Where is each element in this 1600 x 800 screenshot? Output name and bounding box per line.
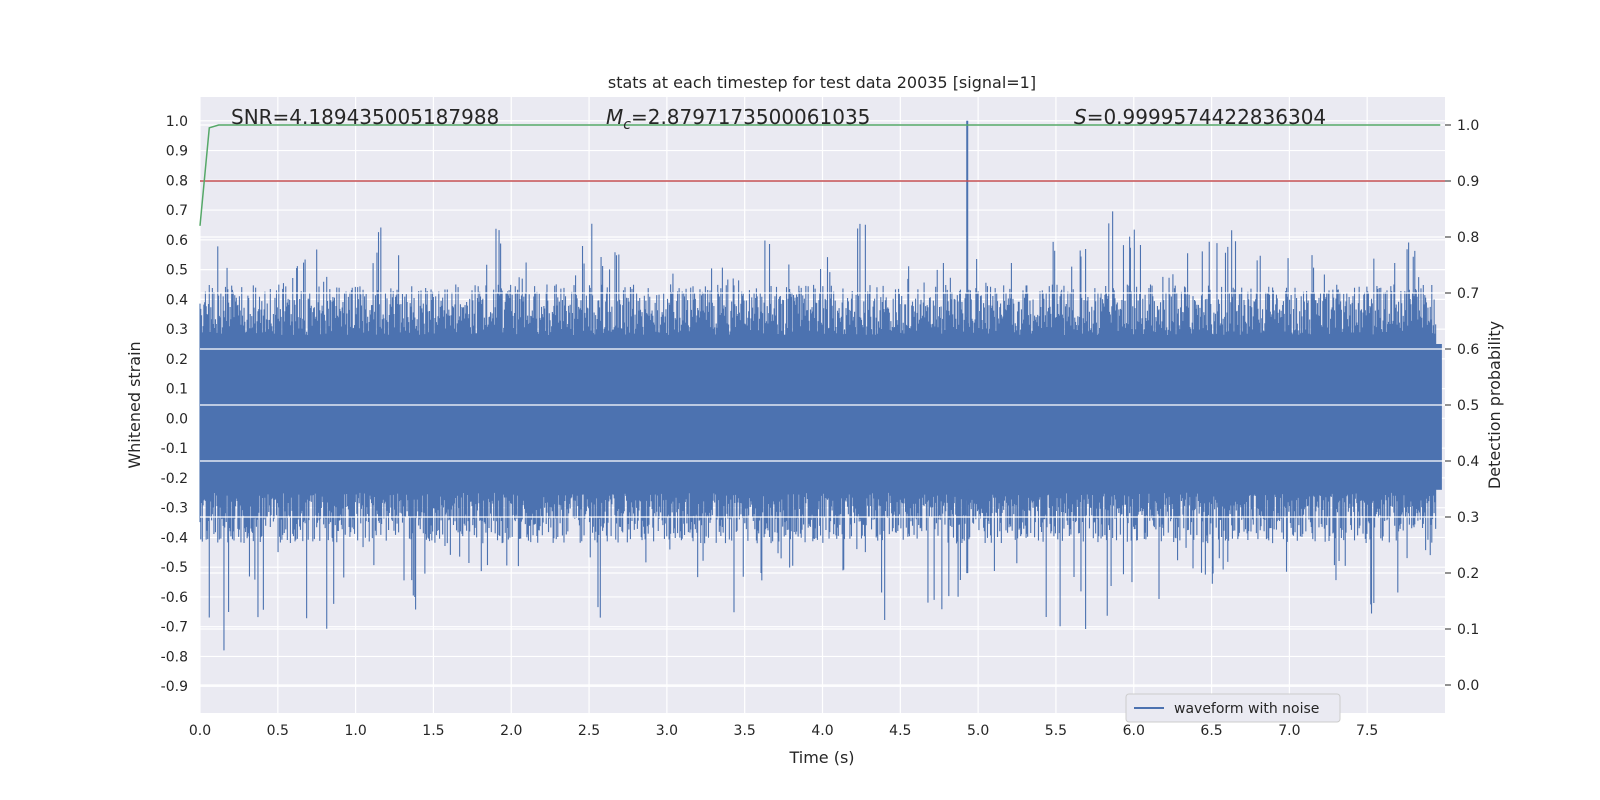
snr-annotation: SNR=4.189435005187988: [231, 105, 499, 129]
right-y-tick-label: 0.9: [1457, 174, 1479, 190]
y-tick-label: -0.7: [161, 620, 188, 636]
y-tick-label: -0.8: [161, 649, 188, 665]
x-tick-label: 3.0: [656, 723, 678, 739]
chirp-mass-annotation: Mc=2.8797173500061035: [606, 105, 870, 133]
right-y-tick-label: 0.7: [1457, 286, 1479, 302]
y-tick-label: 0.4: [166, 292, 188, 308]
right-y-axis-label: Detection probability: [1485, 321, 1504, 489]
x-tick-label: 1.0: [344, 723, 366, 739]
detection-probability-line: [199, 124, 1441, 226]
x-tick-label: 0.0: [189, 723, 211, 739]
chart-title: stats at each timestep for test data 200…: [608, 73, 1036, 92]
y-tick-label: 0.3: [166, 322, 188, 338]
right-y-tick-label: 0.5: [1457, 398, 1479, 414]
waveform-core-band: [200, 343, 1442, 490]
x-tick-label: 6.5: [1200, 723, 1222, 739]
y-tick-label: -0.1: [161, 441, 188, 457]
y-tick-label: 0.6: [166, 233, 188, 249]
legend-label: waveform with noise: [1174, 701, 1319, 717]
x-tick-label: 5.5: [1045, 723, 1067, 739]
legend: waveform with noise: [1125, 693, 1341, 723]
y-tick-label: 1.0: [166, 114, 188, 130]
y-axis-label: Whitened strain: [125, 341, 144, 468]
right-y-tick-label: 0.3: [1457, 510, 1479, 526]
waveform-series: [199, 120, 1445, 651]
y-tick-label: -0.2: [161, 471, 188, 487]
x-tick-label: 3.5: [734, 723, 756, 739]
x-tick-label: 2.0: [500, 723, 522, 739]
y-tick-label: 0.5: [166, 263, 188, 279]
right-y-tick-labels: 1.0 0.9 0.8 0.7 0.6 0.5 0.4 0.3 0.2 0.1 0.0: [1445, 118, 1479, 694]
y-tick-label: -0.9: [161, 679, 188, 695]
x-tick-labels: 0.0 0.5 1.0 1.5 2.0 2.5 3.0 3.5 4.0 4.5 5.0 5.5 6.0 6…: [189, 723, 1378, 739]
y-tick-label: -0.5: [161, 560, 188, 576]
x-tick-label: 5.0: [967, 723, 989, 739]
right-y-tick-label: 0.8: [1457, 230, 1479, 246]
x-tick-label: 2.5: [578, 723, 600, 739]
y-tick-label: -0.6: [161, 590, 188, 606]
x-tick-label: 4.5: [889, 723, 911, 739]
right-y-tick-label: 0.1: [1457, 622, 1479, 638]
x-tick-label: 0.5: [267, 723, 289, 739]
right-y-tick-label: 0.0: [1457, 678, 1479, 694]
right-y-tick-label: 0.2: [1457, 566, 1479, 582]
y-tick-labels: 1.0 0.9 0.8 0.7 0.6 0.5 0.4 0.3 0.2 0.1 0.0 -0.1 -0.…: [161, 114, 188, 695]
x-tick-label: 7.0: [1278, 723, 1300, 739]
y-tick-label: -0.4: [161, 530, 188, 546]
x-tick-label: 7.5: [1356, 723, 1378, 739]
y-tick-label: 0.1: [166, 382, 188, 398]
y-tick-label: 0.2: [166, 352, 188, 368]
x-tick-label: 1.5: [422, 723, 444, 739]
x-tick-label: 4.0: [811, 723, 833, 739]
score-annotation: S=0.9999574422836304: [1074, 105, 1326, 129]
y-tick-label: 0.0: [166, 411, 188, 427]
x-tick-label: 6.0: [1123, 723, 1145, 739]
x-axis-label: Time (s): [788, 748, 854, 767]
y-tick-label: 0.8: [166, 173, 188, 189]
right-y-tick-label: 1.0: [1457, 118, 1479, 134]
right-y-tick-label: 0.4: [1457, 454, 1479, 470]
right-y-tick-label: 0.6: [1457, 342, 1479, 358]
legend-box: [1125, 693, 1341, 723]
y-tick-label: 0.9: [166, 144, 188, 160]
y-tick-label: 0.7: [166, 203, 188, 219]
y-tick-label: -0.3: [161, 501, 188, 517]
